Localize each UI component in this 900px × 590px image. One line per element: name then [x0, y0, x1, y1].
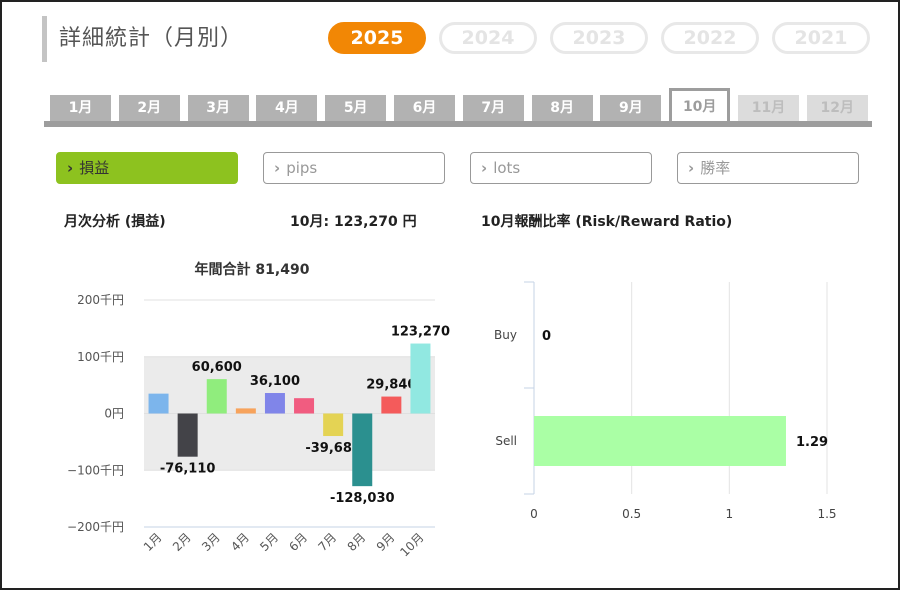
- bar-4月: [235, 408, 256, 414]
- month-tab-4[interactable]: 4月: [256, 95, 318, 121]
- month-tab-2[interactable]: 2月: [118, 95, 180, 121]
- data-label-7月: -39,680: [305, 441, 361, 456]
- x-tick-label: 6月: [286, 530, 310, 554]
- month-tab-3[interactable]: 3月: [187, 95, 249, 121]
- y-tick-label: 200千円: [77, 293, 124, 307]
- filter-button-2[interactable]: › pips: [263, 152, 445, 184]
- month-tab-8[interactable]: 8月: [531, 95, 593, 121]
- chevron-right-icon: ›: [274, 159, 281, 177]
- year-button-2023[interactable]: 2023: [550, 22, 648, 54]
- year-button-2022[interactable]: 2022: [661, 22, 759, 54]
- x-tick-label: 5月: [257, 530, 281, 554]
- data-label-Sell: 1.29: [796, 435, 828, 450]
- month-tab-7[interactable]: 7月: [462, 95, 524, 121]
- category-label-Sell: Sell: [495, 434, 517, 448]
- bar-6月: [294, 398, 315, 414]
- x-tick-label: 4月: [228, 530, 252, 554]
- month-tab-10[interactable]: 10月: [669, 88, 731, 124]
- month-tab-5[interactable]: 5月: [325, 95, 387, 121]
- x-tick-label: 1: [726, 507, 734, 521]
- chart-title: 年間合計 81,490: [195, 261, 310, 278]
- year-button-2021[interactable]: 2021: [772, 22, 870, 54]
- bar-1月: [148, 393, 169, 414]
- y-tick-label: 100千円: [77, 350, 124, 364]
- data-label-10月: 123,270: [391, 325, 450, 340]
- data-label-3月: 60,600: [192, 360, 242, 375]
- x-tick-label: 0.5: [622, 507, 641, 521]
- data-label-9月: 29,840: [366, 378, 416, 393]
- category-label-Buy: Buy: [494, 328, 517, 342]
- bar-9月: [381, 396, 402, 414]
- x-tick-label: 0: [530, 507, 538, 521]
- year-button-2025[interactable]: 2025: [328, 22, 426, 54]
- bar-Sell: [534, 416, 786, 466]
- x-tick-label: 3月: [199, 530, 223, 554]
- data-label-2月: -76,110: [160, 462, 216, 477]
- bar-5月: [264, 393, 285, 414]
- filter-button-3[interactable]: › lots: [470, 152, 652, 184]
- data-label-Buy: 0: [542, 329, 551, 344]
- chevron-right-icon: ›: [481, 159, 488, 177]
- filter-label: 損益: [79, 159, 110, 177]
- filter-label: lots: [493, 159, 521, 177]
- month-tab-rail: [44, 121, 872, 127]
- data-label-5月: 36,100: [250, 374, 300, 389]
- right-chart-heading: 10月報酬比率 (Risk/Reward Ratio): [481, 214, 733, 230]
- month-tab-1[interactable]: 1月: [50, 95, 111, 121]
- x-tick-label: 1月: [141, 530, 165, 554]
- bar-3月: [206, 379, 227, 414]
- page-title: 詳細統計（月別）: [42, 16, 243, 62]
- month-summary: 10月: 123,270 円: [290, 214, 417, 230]
- data-label-8月: -128,030: [330, 491, 395, 506]
- x-tick-label: 8月: [345, 530, 369, 554]
- bar-7月: [323, 413, 344, 437]
- filter-button-1[interactable]: › 損益: [56, 152, 238, 184]
- bar-8月: [352, 413, 373, 487]
- bar-2月: [177, 413, 198, 457]
- year-button-2024[interactable]: 2024: [439, 22, 537, 54]
- y-tick-label: −100千円: [67, 463, 124, 477]
- left-chart-heading: 月次分析 (損益): [64, 214, 166, 230]
- month-tab-6[interactable]: 6月: [394, 95, 455, 121]
- filter-label: 勝率: [700, 159, 731, 177]
- x-tick-label: 1.5: [817, 507, 836, 521]
- x-tick-label: 2月: [170, 530, 194, 554]
- chevron-right-icon: ›: [688, 159, 695, 177]
- bar-10月: [410, 343, 431, 414]
- risk-reward-chart: 0 0.5 1 1.5 Buy 0 Sell 1.29: [494, 281, 837, 521]
- chevron-right-icon: ›: [67, 159, 74, 177]
- x-tick-label: 10月: [397, 530, 426, 559]
- monthly-pl-chart: 年間合計 81,490 200千円 100千円 0円 −100千円 −200千円 1月 -76…: [67, 261, 450, 559]
- filter-label: pips: [286, 159, 318, 177]
- y-tick-label: 0円: [104, 407, 124, 421]
- month-tab-9[interactable]: 9月: [600, 95, 662, 121]
- month-tab-11[interactable]: 11月: [738, 95, 799, 121]
- filter-button-4[interactable]: › 勝率: [677, 152, 859, 184]
- y-tick-label: −200千円: [67, 520, 124, 534]
- x-tick-label: 7月: [315, 530, 339, 554]
- month-tab-12[interactable]: 12月: [806, 95, 868, 121]
- x-tick-label: 9月: [374, 530, 398, 554]
